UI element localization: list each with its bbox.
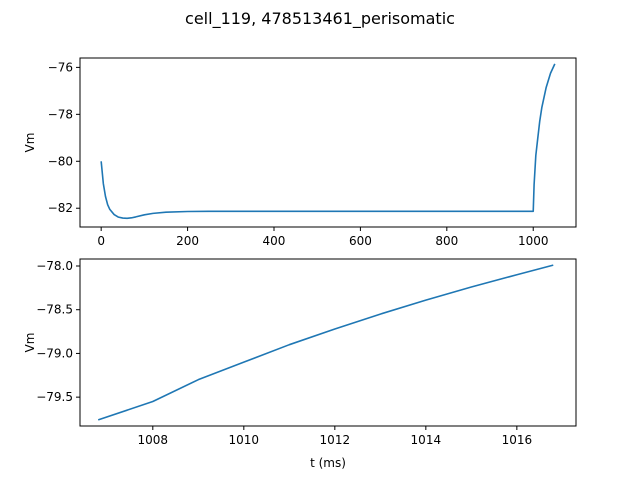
bottom-panel-marks: [97, 264, 554, 421]
bottom-panel-x-tick-label: 1008: [138, 433, 169, 447]
top-panel-y-tick-label: −78: [48, 107, 73, 121]
bottom-panel-x-axis-label: t (ms): [310, 456, 346, 470]
top-panel-x-tick-label: 1000: [518, 234, 549, 248]
bottom-panel-x-tick-label: 1010: [229, 433, 260, 447]
bottom-panel-y-tick-label: −78.5: [36, 303, 73, 317]
bottom-panel-y-tick-label: −79.0: [36, 346, 73, 360]
bottom-panel-frame: [79, 258, 577, 427]
top-panel-y-tick-label: −80: [48, 154, 73, 168]
bottom-panel: 1008 1010 1012 1014 1016 −79.5 −79.0 −78.5 −78.…: [23, 258, 577, 470]
top-panel-series-line-0: [100, 63, 556, 220]
top-panel-x-tick-label: 600: [349, 234, 372, 248]
bottom-panel-y-tick-label: −79.5: [36, 390, 73, 404]
top-panel-frame: [79, 57, 577, 228]
top-panel-y-ticks: −82 −80 −78 −76: [48, 60, 80, 215]
chart-title: cell_119, 478513461_perisomatic: [185, 9, 455, 29]
bottom-panel-x-tick-label: 1012: [320, 433, 351, 447]
top-panel-x-ticks: 0 200 400 600 800 1000: [97, 227, 548, 248]
top-panel-x-tick-label: 0: [97, 234, 105, 248]
bottom-panel-y-tick-label: −78.0: [36, 259, 73, 273]
bottom-panel-x-ticks: 1008 1010 1012 1014 1016: [138, 426, 533, 447]
top-panel-y-tick-label: −76: [48, 60, 73, 74]
top-panel-x-tick-label: 400: [263, 234, 286, 248]
top-panel-y-tick-label: −82: [48, 201, 73, 215]
top-panel-x-tick-label: 800: [435, 234, 458, 248]
top-panel-y-axis-label: Vm: [23, 133, 37, 153]
top-panel-marks: [100, 63, 556, 220]
bottom-panel-x-tick-label: 1016: [502, 433, 533, 447]
top-panel-x-tick-label: 200: [176, 234, 199, 248]
top-panel: 0 200 400 600 800 1000 −82 −80 −78 −76 Vm: [23, 57, 577, 248]
bottom-panel-series-line-0: [97, 264, 554, 421]
bottom-panel-x-tick-label: 1014: [411, 433, 442, 447]
bottom-panel-y-axis-label: Vm: [23, 333, 37, 353]
bottom-panel-y-ticks: −79.5 −79.0 −78.5 −78.0: [36, 259, 80, 404]
